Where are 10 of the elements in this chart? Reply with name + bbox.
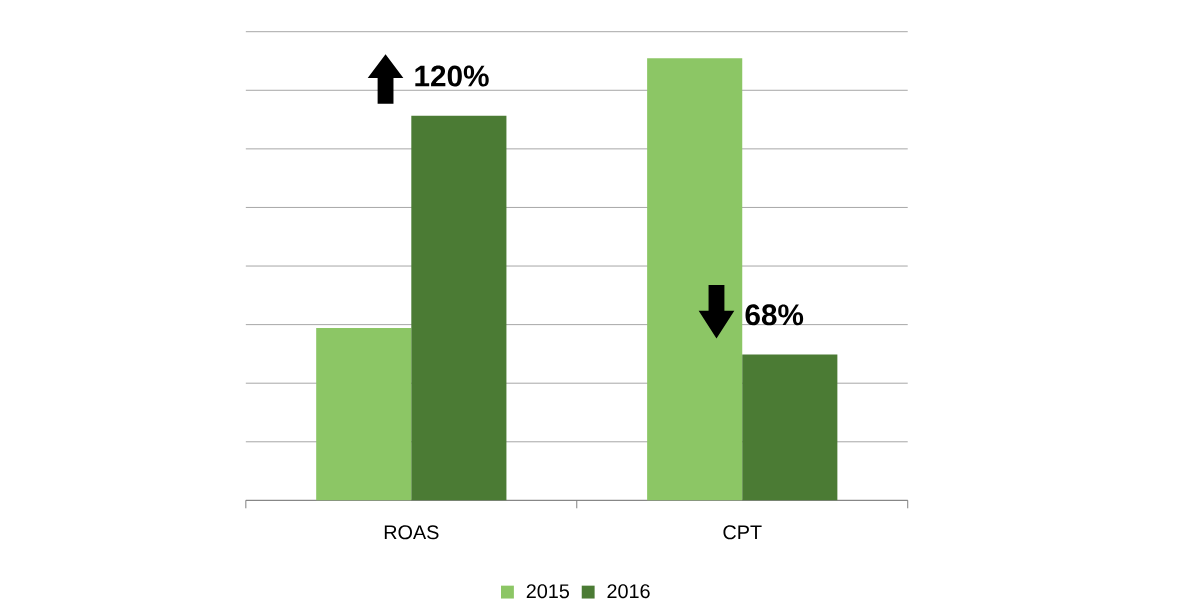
annotation: 120% bbox=[415, 65, 489, 87]
x-tick-label: ROAS bbox=[384, 525, 439, 540]
bar bbox=[316, 327, 412, 501]
x-tick-label: CPT bbox=[723, 525, 762, 540]
bar bbox=[411, 115, 507, 501]
bar bbox=[742, 354, 838, 501]
legend-label: 2016 bbox=[607, 584, 650, 599]
annotation: 68% bbox=[745, 304, 804, 326]
legend-label: 2015 bbox=[526, 584, 570, 599]
bar bbox=[647, 58, 743, 501]
